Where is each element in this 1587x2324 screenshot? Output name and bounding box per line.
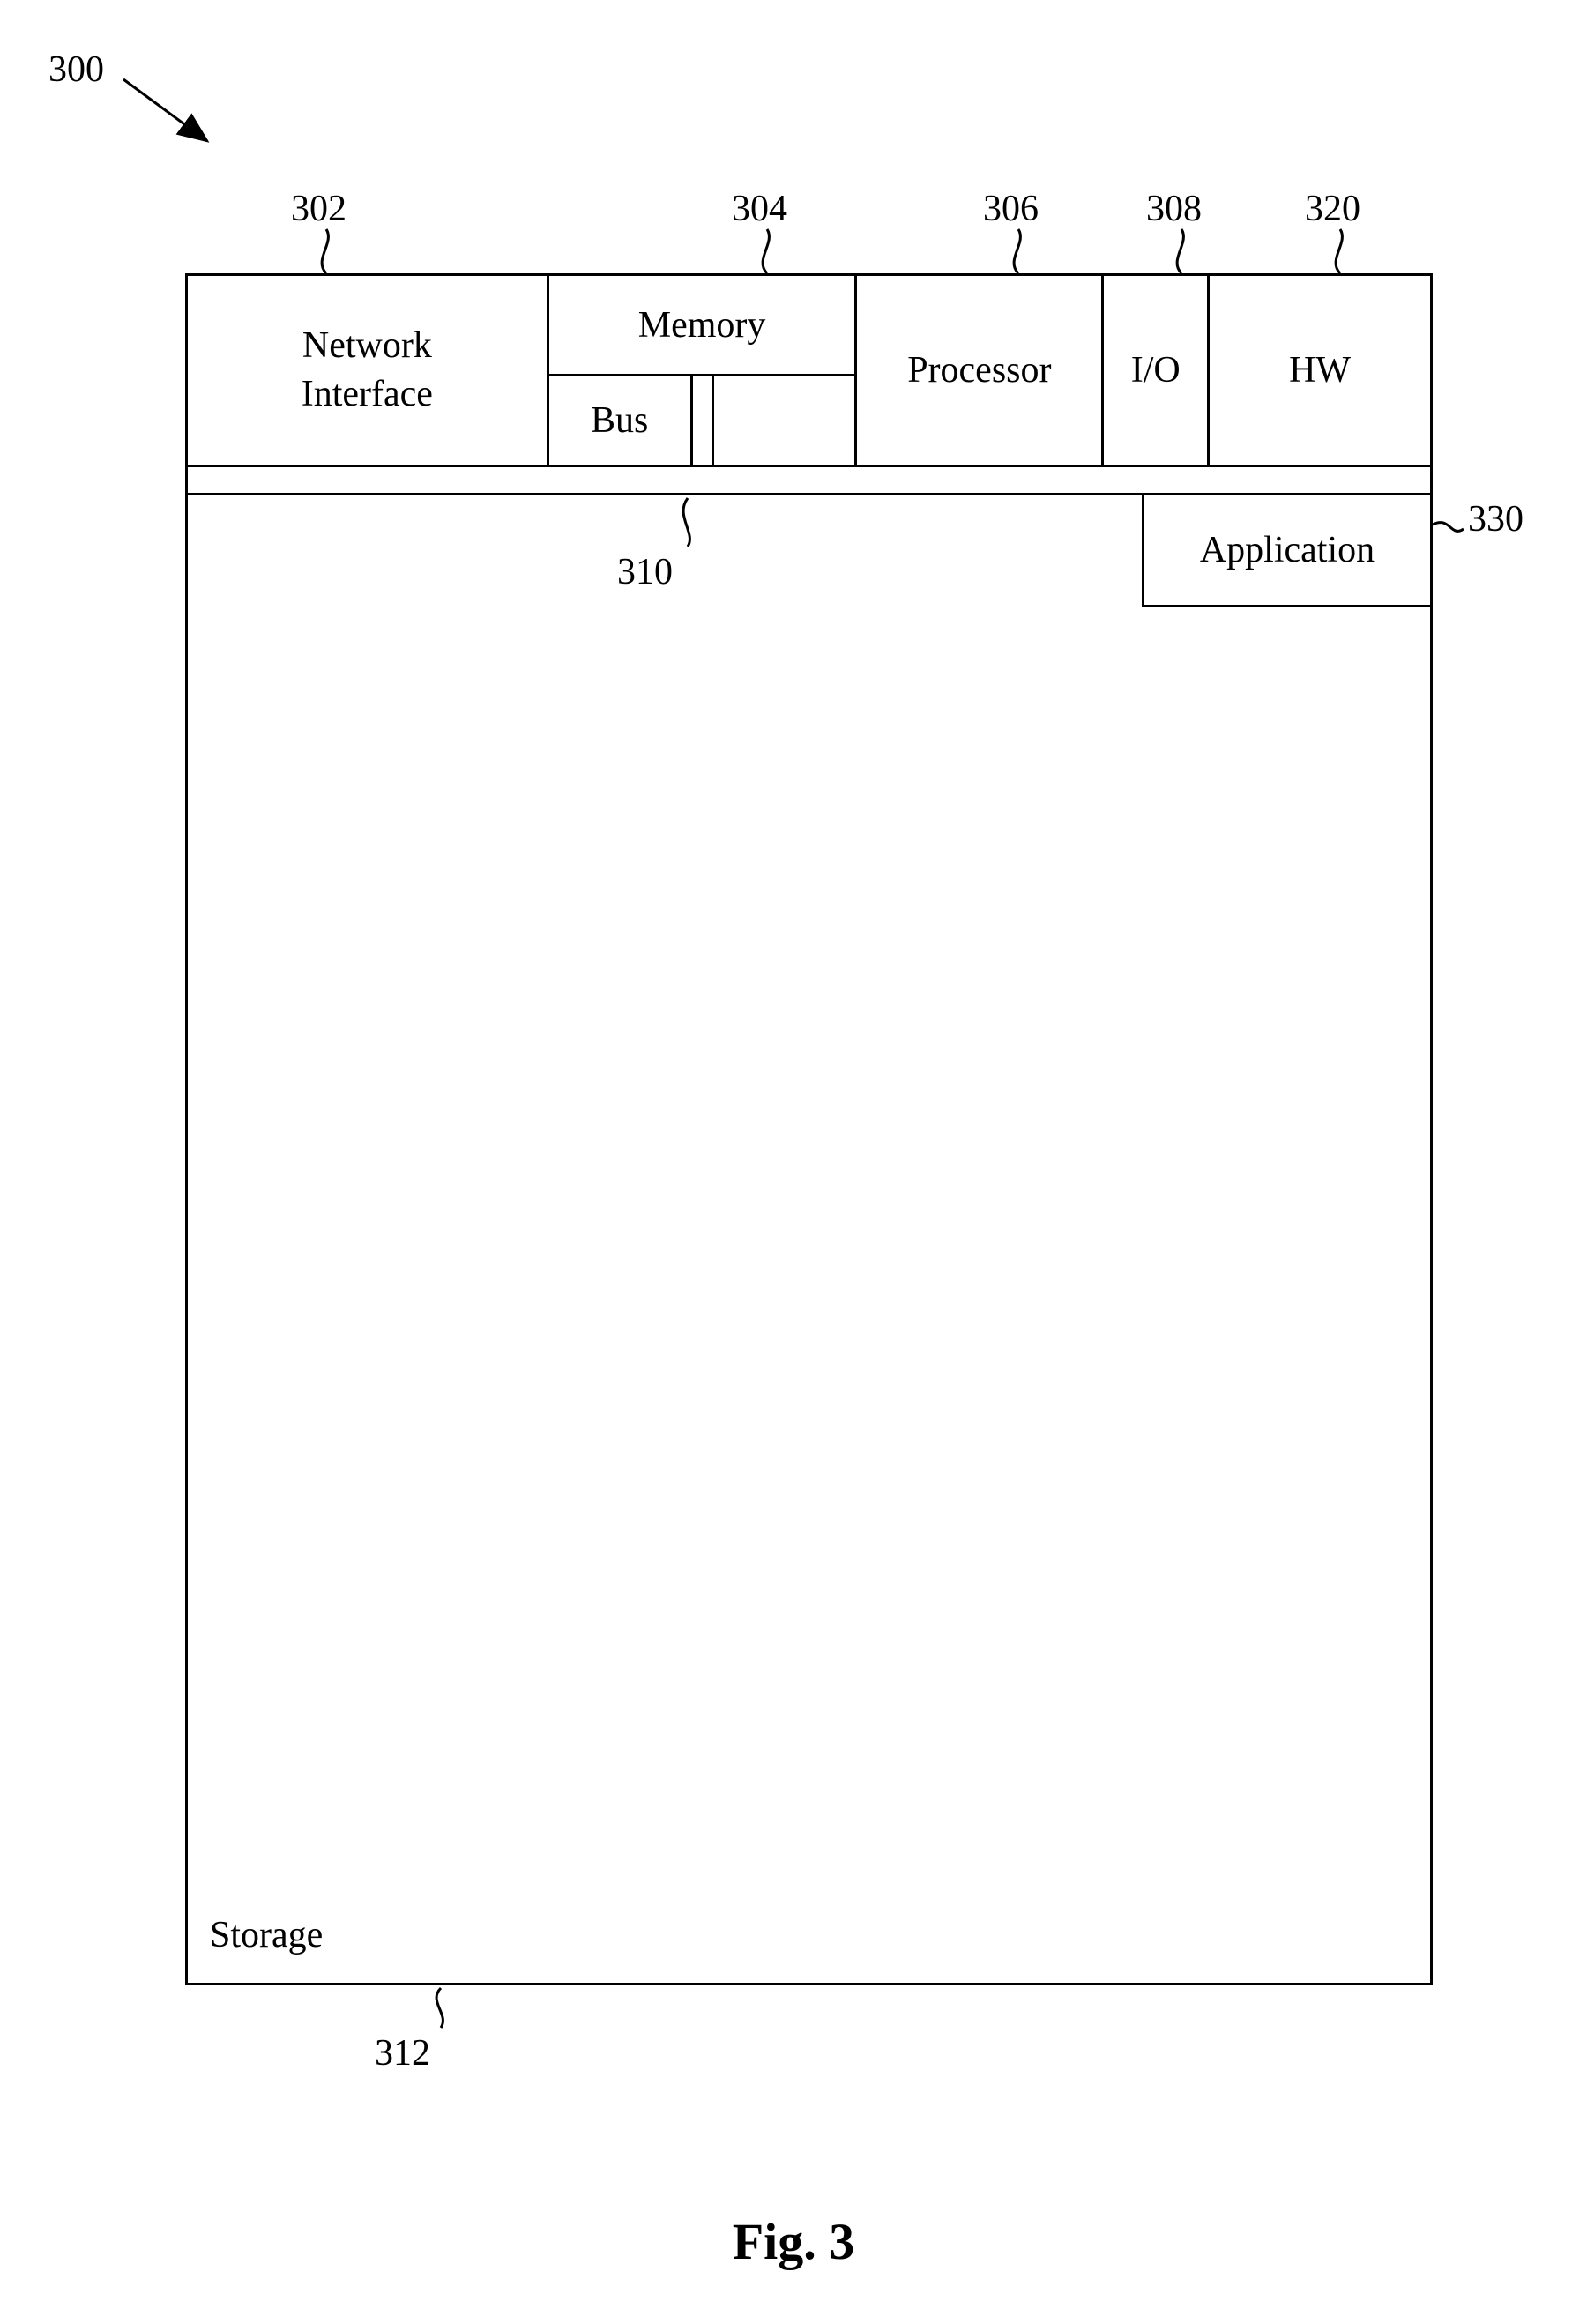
ref-308: 308	[1146, 188, 1202, 230]
processor-box: Processor	[857, 276, 1104, 465]
storage-box: Application Storage	[185, 495, 1433, 1985]
ref-300: 300	[48, 48, 104, 91]
leader-304	[763, 229, 769, 273]
memory-box: Memory	[549, 276, 855, 376]
diagram-container: Network Interface Memory Bus Processor I…	[185, 273, 1433, 1985]
figure-caption: Fig. 3	[733, 2212, 855, 2271]
processor-label: Processor	[907, 346, 1051, 395]
memory-sub-row: Bus	[549, 376, 855, 465]
memory-label: Memory	[638, 304, 766, 346]
leader-312	[436, 1988, 443, 2028]
top-hardware-row: Network Interface Memory Bus Processor I…	[185, 273, 1433, 467]
io-label: I/O	[1131, 346, 1181, 395]
bus-label: Bus	[591, 399, 648, 442]
application-box: Application	[1142, 493, 1433, 607]
memory-empty-cell	[714, 376, 855, 465]
leader-302	[322, 229, 328, 273]
ref-312: 312	[375, 2032, 430, 2074]
application-label: Application	[1200, 529, 1375, 571]
hw-box: HW	[1210, 276, 1430, 465]
ref-304: 304	[732, 188, 787, 230]
ref-302: 302	[291, 188, 346, 230]
leader-306	[1014, 229, 1020, 273]
storage-label: Storage	[210, 1914, 323, 1956]
bus-strip	[185, 467, 1433, 495]
ref-306: 306	[983, 188, 1039, 230]
memory-column: Memory Bus	[549, 276, 858, 465]
leader-308	[1177, 229, 1183, 273]
leader-330	[1433, 523, 1464, 532]
bus-spacer	[693, 376, 714, 465]
io-box: I/O	[1104, 276, 1210, 465]
network-interface-box: Network Interface	[188, 276, 549, 465]
hw-label: HW	[1289, 346, 1351, 395]
ref-320: 320	[1305, 188, 1360, 230]
ref-330: 330	[1468, 498, 1524, 540]
leader-320	[1336, 229, 1342, 273]
ref-310: 310	[617, 551, 673, 593]
arrow-300	[123, 79, 207, 141]
network-interface-label: Network Interface	[302, 322, 433, 418]
bus-box: Bus	[549, 376, 693, 465]
